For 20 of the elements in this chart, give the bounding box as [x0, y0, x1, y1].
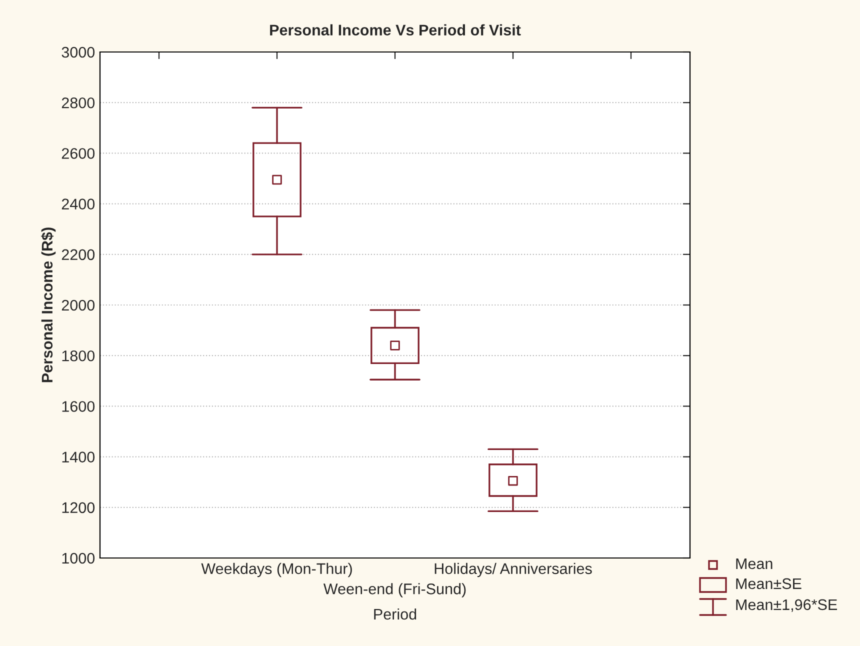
- text: Mean±1,96*SE: [736, 599, 838, 612]
- y-axis-title: Personal Income (R$): [41, 228, 56, 382]
- text: Mean: [736, 558, 772, 570]
- y-tick-label: 2800: [62, 97, 95, 108]
- y-tick-label: 2400: [62, 198, 95, 210]
- x-axis-title: Period: [374, 608, 416, 620]
- y-tick-label: 2600: [62, 148, 95, 159]
- chart-title: Personal Income Vs Period of Visit: [270, 24, 521, 36]
- text: Mean±SE: [736, 578, 802, 590]
- y-tick-label: 1000: [62, 552, 95, 564]
- y-tick-label: 2200: [62, 249, 95, 260]
- y-tick-label: 1200: [62, 502, 95, 514]
- y-tick-label: 1600: [62, 401, 95, 412]
- x-tick-label: Weekdays (Mon-Thur): [201, 562, 352, 578]
- y-tick-label: 1800: [62, 350, 95, 362]
- y-tick-label: 3000: [62, 46, 95, 58]
- y-tick-label: 1400: [62, 452, 95, 462]
- y-tick-label: 2000: [62, 300, 95, 311]
- x-tick-label: Ween-end (Fri-Sund): [323, 583, 466, 598]
- x-tick-label: Holidays/ Anniversaries: [434, 562, 592, 578]
